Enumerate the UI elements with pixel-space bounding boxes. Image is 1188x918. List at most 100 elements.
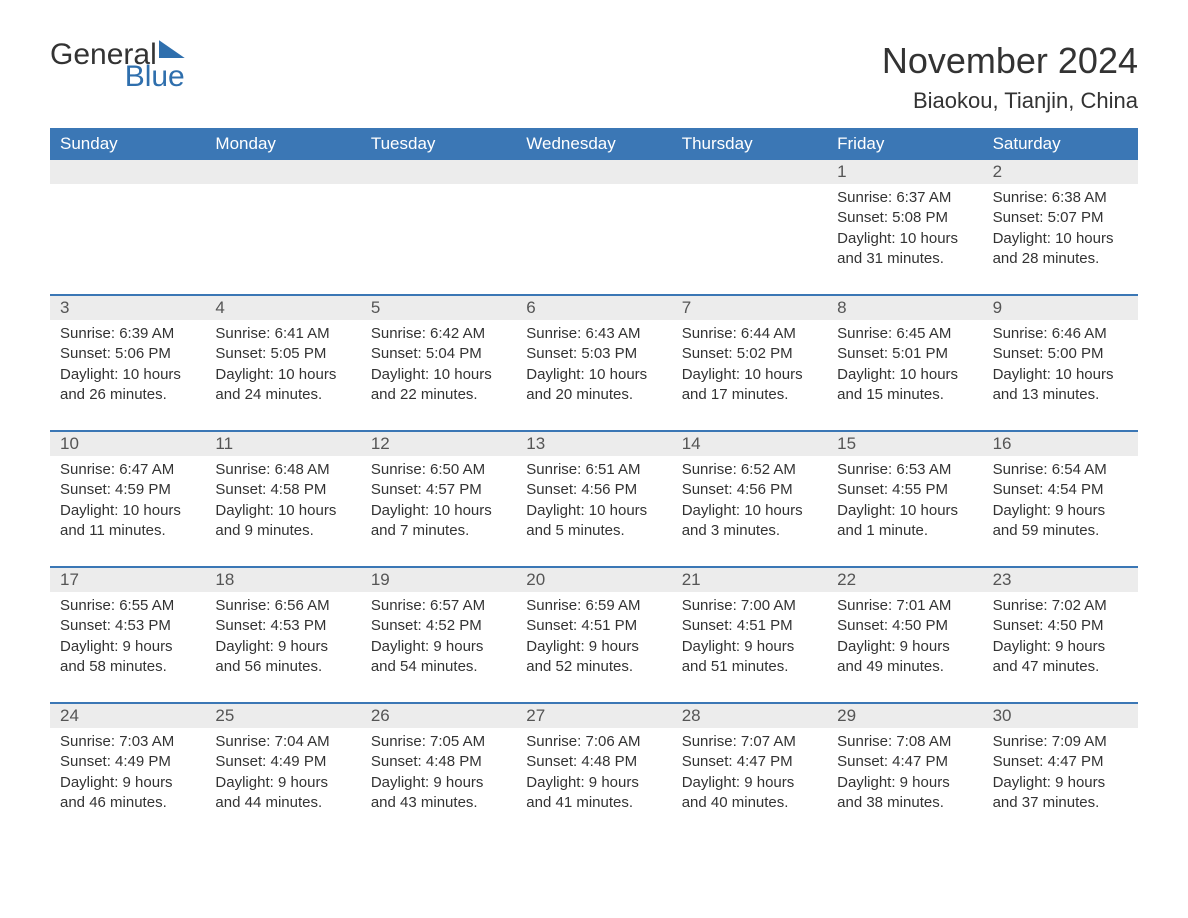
day-info: Sunrise: 6:37 AMSunset: 5:08 PMDaylight:… <box>827 184 982 275</box>
sunrise-line: Sunrise: 7:09 AM <box>993 732 1128 752</box>
daylight-line: Daylight: 9 hours and 43 minutes. <box>371 773 506 814</box>
daylight-line: Daylight: 9 hours and 41 minutes. <box>526 773 661 814</box>
sunset-line: Sunset: 4:54 PM <box>993 480 1128 500</box>
day-number: 20 <box>516 568 671 592</box>
calendar-cell <box>361 160 516 280</box>
day-info: Sunrise: 6:50 AMSunset: 4:57 PMDaylight:… <box>361 456 516 547</box>
daylight-line: Daylight: 9 hours and 37 minutes. <box>993 773 1128 814</box>
sunrise-line: Sunrise: 6:51 AM <box>526 460 661 480</box>
sunrise-line: Sunrise: 7:00 AM <box>682 596 817 616</box>
calendar-cell: 14Sunrise: 6:52 AMSunset: 4:56 PMDayligh… <box>672 432 827 552</box>
sunset-line: Sunset: 4:53 PM <box>60 616 195 636</box>
daylight-line: Daylight: 10 hours and 5 minutes. <box>526 501 661 542</box>
sunset-line: Sunset: 5:03 PM <box>526 344 661 364</box>
calendar-cell: 26Sunrise: 7:05 AMSunset: 4:48 PMDayligh… <box>361 704 516 824</box>
sunrise-line: Sunrise: 6:41 AM <box>215 324 350 344</box>
day-number: 27 <box>516 704 671 728</box>
empty-day <box>50 160 205 184</box>
daylight-line: Daylight: 10 hours and 1 minute. <box>837 501 972 542</box>
day-info: Sunrise: 7:09 AMSunset: 4:47 PMDaylight:… <box>983 728 1138 819</box>
sunset-line: Sunset: 4:47 PM <box>682 752 817 772</box>
sunset-line: Sunset: 4:47 PM <box>837 752 972 772</box>
calendar-cell: 13Sunrise: 6:51 AMSunset: 4:56 PMDayligh… <box>516 432 671 552</box>
weekday-header: Saturday <box>983 128 1138 160</box>
calendar-cell: 3Sunrise: 6:39 AMSunset: 5:06 PMDaylight… <box>50 296 205 416</box>
sunset-line: Sunset: 4:59 PM <box>60 480 195 500</box>
sunrise-line: Sunrise: 6:55 AM <box>60 596 195 616</box>
calendar-week: 1Sunrise: 6:37 AMSunset: 5:08 PMDaylight… <box>50 160 1138 280</box>
calendar-cell: 23Sunrise: 7:02 AMSunset: 4:50 PMDayligh… <box>983 568 1138 688</box>
day-info: Sunrise: 7:04 AMSunset: 4:49 PMDaylight:… <box>205 728 360 819</box>
sunrise-line: Sunrise: 6:45 AM <box>837 324 972 344</box>
sunrise-line: Sunrise: 6:56 AM <box>215 596 350 616</box>
sunset-line: Sunset: 5:07 PM <box>993 208 1128 228</box>
day-number: 2 <box>983 160 1138 184</box>
day-info: Sunrise: 7:03 AMSunset: 4:49 PMDaylight:… <box>50 728 205 819</box>
sunrise-line: Sunrise: 6:44 AM <box>682 324 817 344</box>
day-number: 21 <box>672 568 827 592</box>
sunset-line: Sunset: 4:58 PM <box>215 480 350 500</box>
day-number: 13 <box>516 432 671 456</box>
day-number: 11 <box>205 432 360 456</box>
day-number: 29 <box>827 704 982 728</box>
day-number: 25 <box>205 704 360 728</box>
brand-logo: General Blue <box>50 40 185 92</box>
day-info: Sunrise: 6:41 AMSunset: 5:05 PMDaylight:… <box>205 320 360 411</box>
calendar-cell: 1Sunrise: 6:37 AMSunset: 5:08 PMDaylight… <box>827 160 982 280</box>
sunset-line: Sunset: 4:53 PM <box>215 616 350 636</box>
day-number: 17 <box>50 568 205 592</box>
empty-day <box>672 160 827 184</box>
sunset-line: Sunset: 4:50 PM <box>837 616 972 636</box>
sunset-line: Sunset: 4:49 PM <box>215 752 350 772</box>
calendar-cell: 5Sunrise: 6:42 AMSunset: 5:04 PMDaylight… <box>361 296 516 416</box>
day-number: 24 <box>50 704 205 728</box>
day-number: 18 <box>205 568 360 592</box>
calendar-cell: 18Sunrise: 6:56 AMSunset: 4:53 PMDayligh… <box>205 568 360 688</box>
calendar-cell: 9Sunrise: 6:46 AMSunset: 5:00 PMDaylight… <box>983 296 1138 416</box>
empty-day <box>516 160 671 184</box>
day-info: Sunrise: 7:01 AMSunset: 4:50 PMDaylight:… <box>827 592 982 683</box>
day-info: Sunrise: 6:43 AMSunset: 5:03 PMDaylight:… <box>516 320 671 411</box>
daylight-line: Daylight: 9 hours and 54 minutes. <box>371 637 506 678</box>
daylight-line: Daylight: 9 hours and 58 minutes. <box>60 637 195 678</box>
day-number: 28 <box>672 704 827 728</box>
day-info: Sunrise: 7:07 AMSunset: 4:47 PMDaylight:… <box>672 728 827 819</box>
sunrise-line: Sunrise: 6:37 AM <box>837 188 972 208</box>
day-number: 22 <box>827 568 982 592</box>
daylight-line: Daylight: 9 hours and 47 minutes. <box>993 637 1128 678</box>
sunset-line: Sunset: 5:05 PM <box>215 344 350 364</box>
sunrise-line: Sunrise: 6:43 AM <box>526 324 661 344</box>
day-info: Sunrise: 6:39 AMSunset: 5:06 PMDaylight:… <box>50 320 205 411</box>
sunset-line: Sunset: 5:04 PM <box>371 344 506 364</box>
sunset-line: Sunset: 4:56 PM <box>682 480 817 500</box>
sunrise-line: Sunrise: 7:02 AM <box>993 596 1128 616</box>
day-number: 16 <box>983 432 1138 456</box>
calendar-cell: 11Sunrise: 6:48 AMSunset: 4:58 PMDayligh… <box>205 432 360 552</box>
daylight-line: Daylight: 10 hours and 20 minutes. <box>526 365 661 406</box>
day-info: Sunrise: 7:05 AMSunset: 4:48 PMDaylight:… <box>361 728 516 819</box>
sunrise-line: Sunrise: 6:53 AM <box>837 460 972 480</box>
sunset-line: Sunset: 4:51 PM <box>526 616 661 636</box>
daylight-line: Daylight: 10 hours and 31 minutes. <box>837 229 972 270</box>
day-number: 15 <box>827 432 982 456</box>
page-header: General Blue November 2024 Biaokou, Tian… <box>50 40 1138 114</box>
day-number: 23 <box>983 568 1138 592</box>
daylight-line: Daylight: 10 hours and 13 minutes. <box>993 365 1128 406</box>
calendar-week: 10Sunrise: 6:47 AMSunset: 4:59 PMDayligh… <box>50 430 1138 552</box>
sunrise-line: Sunrise: 6:50 AM <box>371 460 506 480</box>
sunset-line: Sunset: 4:57 PM <box>371 480 506 500</box>
weekday-header: Friday <box>827 128 982 160</box>
calendar-cell: 29Sunrise: 7:08 AMSunset: 4:47 PMDayligh… <box>827 704 982 824</box>
month-title: November 2024 <box>882 40 1138 82</box>
daylight-line: Daylight: 9 hours and 51 minutes. <box>682 637 817 678</box>
sunrise-line: Sunrise: 6:57 AM <box>371 596 506 616</box>
day-number: 8 <box>827 296 982 320</box>
location-subtitle: Biaokou, Tianjin, China <box>882 88 1138 114</box>
day-info: Sunrise: 6:57 AMSunset: 4:52 PMDaylight:… <box>361 592 516 683</box>
daylight-line: Daylight: 10 hours and 26 minutes. <box>60 365 195 406</box>
daylight-line: Daylight: 9 hours and 40 minutes. <box>682 773 817 814</box>
sunset-line: Sunset: 4:55 PM <box>837 480 972 500</box>
day-info: Sunrise: 6:55 AMSunset: 4:53 PMDaylight:… <box>50 592 205 683</box>
sunrise-line: Sunrise: 7:04 AM <box>215 732 350 752</box>
sunrise-line: Sunrise: 6:59 AM <box>526 596 661 616</box>
